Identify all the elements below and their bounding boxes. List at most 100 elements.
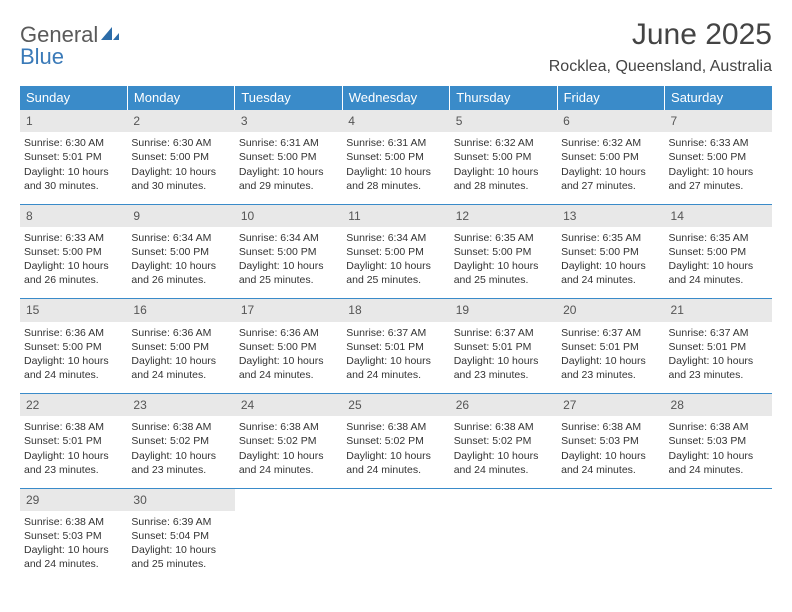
brand-text: General Blue bbox=[20, 24, 120, 68]
daylight-text: Daylight: 10 hours and 30 minutes. bbox=[24, 165, 123, 193]
sunset-text: Sunset: 5:01 PM bbox=[346, 340, 445, 354]
sunrise-text: Sunrise: 6:35 AM bbox=[669, 231, 768, 245]
daylight-text: Daylight: 10 hours and 26 minutes. bbox=[131, 259, 230, 287]
sunrise-text: Sunrise: 6:32 AM bbox=[454, 136, 553, 150]
daylight-text: Daylight: 10 hours and 28 minutes. bbox=[346, 165, 445, 193]
sunrise-text: Sunrise: 6:36 AM bbox=[239, 326, 338, 340]
day-content-cell: Sunrise: 6:34 AMSunset: 5:00 PMDaylight:… bbox=[235, 227, 342, 299]
daylight-text: Daylight: 10 hours and 27 minutes. bbox=[561, 165, 660, 193]
day-content-row: Sunrise: 6:36 AM Sunset: 5:00 PM Daylight:… bbox=[20, 322, 772, 394]
daylight-text: Daylight: 10 hours and 24 minutes. bbox=[239, 354, 338, 382]
daylight-text: Daylight: 10 hours and 24 minutes. bbox=[454, 449, 553, 477]
daylight-text: Daylight: 10 hours and 25 minutes. bbox=[239, 259, 338, 287]
day-content-cell: Sunrise: 6:31 AMSunset: 5:00 PMDaylight:… bbox=[235, 132, 342, 204]
daylight-text: Daylight: 10 hours and 24 minutes. bbox=[669, 449, 768, 477]
sunset-text: Sunset: 5:00 PM bbox=[239, 245, 338, 259]
sunrise-text: Sunrise: 6:37 AM bbox=[454, 326, 553, 340]
day-number-cell: 6 bbox=[557, 110, 664, 133]
day-number-cell: 23 bbox=[127, 394, 234, 417]
weekday-header: Monday bbox=[127, 86, 234, 110]
day-content-cell bbox=[342, 511, 449, 583]
day-content-cell: Sunrise: 6:35 AMSunset: 5:00 PMDaylight:… bbox=[665, 227, 772, 299]
day-content-cell bbox=[235, 511, 342, 583]
day-number-cell bbox=[342, 488, 449, 511]
sunrise-text: Sunrise: 6:39 AM bbox=[131, 515, 230, 529]
day-content-cell: Sunrise: 6:38 AMSunset: 5:01 PMDaylight:… bbox=[20, 416, 127, 488]
sunrise-text: Sunrise: 6:38 AM bbox=[454, 420, 553, 434]
day-number-cell: 12 bbox=[450, 204, 557, 227]
day-content-cell: Sunrise: 6:36 AMSunset: 5:00 PMDaylight:… bbox=[235, 322, 342, 394]
sunset-text: Sunset: 5:02 PM bbox=[346, 434, 445, 448]
weekday-header: Friday bbox=[557, 86, 664, 110]
sunrise-text: Sunrise: 6:34 AM bbox=[346, 231, 445, 245]
sunrise-text: Sunrise: 6:37 AM bbox=[346, 326, 445, 340]
sunrise-text: Sunrise: 6:38 AM bbox=[239, 420, 338, 434]
title-block: June 2025 Rocklea, Queensland, Australia bbox=[549, 18, 772, 76]
sunset-text: Sunset: 5:04 PM bbox=[131, 529, 230, 543]
day-content-cell: Sunrise: 6:36 AMSunset: 5:00 PMDaylight:… bbox=[20, 322, 127, 394]
sunset-text: Sunset: 5:00 PM bbox=[346, 150, 445, 164]
daylight-text: Daylight: 10 hours and 24 minutes. bbox=[346, 354, 445, 382]
day-content-cell: Sunrise: 6:30 AMSunset: 5:01 PMDaylight:… bbox=[20, 132, 127, 204]
daylight-text: Daylight: 10 hours and 24 minutes. bbox=[24, 354, 123, 382]
sunrise-text: Sunrise: 6:33 AM bbox=[24, 231, 123, 245]
day-content-cell bbox=[665, 511, 772, 583]
day-number-cell: 21 bbox=[665, 299, 772, 322]
day-number-cell: 2 bbox=[127, 110, 234, 133]
day-number-cell: 5 bbox=[450, 110, 557, 133]
sunrise-text: Sunrise: 6:38 AM bbox=[24, 515, 123, 529]
day-content-cell: Sunrise: 6:31 AMSunset: 5:00 PMDaylight:… bbox=[342, 132, 449, 204]
day-number-cell: 9 bbox=[127, 204, 234, 227]
sunset-text: Sunset: 5:01 PM bbox=[561, 340, 660, 354]
day-number-cell: 10 bbox=[235, 204, 342, 227]
day-number-cell: 1 bbox=[20, 110, 127, 133]
day-number-cell: 18 bbox=[342, 299, 449, 322]
day-content-cell: Sunrise: 6:38 AMSunset: 5:03 PMDaylight:… bbox=[665, 416, 772, 488]
day-content-cell: Sunrise: 6:35 AMSunset: 5:00 PMDaylight:… bbox=[557, 227, 664, 299]
day-content-cell: Sunrise: 6:38 AMSunset: 5:02 PMDaylight:… bbox=[450, 416, 557, 488]
day-content-cell: Sunrise: 6:32 AMSunset: 5:00 PMDaylight:… bbox=[557, 132, 664, 204]
sunrise-text: Sunrise: 6:31 AM bbox=[239, 136, 338, 150]
weekday-header: Saturday bbox=[665, 86, 772, 110]
sunset-text: Sunset: 5:02 PM bbox=[131, 434, 230, 448]
header: General Blue June 2025 Rocklea, Queensla… bbox=[20, 18, 772, 76]
day-content-cell: Sunrise: 6:38 AMSunset: 5:03 PMDaylight:… bbox=[20, 511, 127, 583]
weekday-header: Tuesday bbox=[235, 86, 342, 110]
day-number-cell: 29 bbox=[20, 488, 127, 511]
sunset-text: Sunset: 5:00 PM bbox=[669, 245, 768, 259]
daylight-text: Daylight: 10 hours and 26 minutes. bbox=[24, 259, 123, 287]
sunset-text: Sunset: 5:00 PM bbox=[131, 340, 230, 354]
sunset-text: Sunset: 5:00 PM bbox=[454, 245, 553, 259]
sunrise-text: Sunrise: 6:38 AM bbox=[131, 420, 230, 434]
day-number-cell: 7 bbox=[665, 110, 772, 133]
sunrise-text: Sunrise: 6:30 AM bbox=[131, 136, 230, 150]
daylight-text: Daylight: 10 hours and 23 minutes. bbox=[131, 449, 230, 477]
day-number-cell bbox=[450, 488, 557, 511]
day-number-cell: 19 bbox=[450, 299, 557, 322]
day-content-row: Sunrise: 6:38 AMSunset: 5:01 PMDaylight:… bbox=[20, 416, 772, 488]
sunset-text: Sunset: 5:01 PM bbox=[454, 340, 553, 354]
daylight-text: Daylight: 10 hours and 29 minutes. bbox=[239, 165, 338, 193]
day-content-cell: Sunrise: 6:39 AMSunset: 5:04 PMDaylight:… bbox=[127, 511, 234, 583]
daylight-text: Daylight: 10 hours and 24 minutes. bbox=[239, 449, 338, 477]
day-number-cell: 14 bbox=[665, 204, 772, 227]
day-content-cell: Sunrise: 6:38 AMSunset: 5:02 PMDaylight:… bbox=[127, 416, 234, 488]
sunset-text: Sunset: 5:00 PM bbox=[669, 150, 768, 164]
day-content-cell: Sunrise: 6:37 AMSunset: 5:01 PMDaylight:… bbox=[450, 322, 557, 394]
sunrise-text: Sunrise: 6:37 AM bbox=[669, 326, 768, 340]
day-number-cell: 17 bbox=[235, 299, 342, 322]
sunrise-text: Sunrise: 6:34 AM bbox=[131, 231, 230, 245]
day-content-cell: Sunrise: 6:35 AMSunset: 5:00 PMDaylight:… bbox=[450, 227, 557, 299]
day-content-cell: Sunrise: 6:34 AMSunset: 5:00 PMDaylight:… bbox=[127, 227, 234, 299]
day-number-row: 891011121314 bbox=[20, 204, 772, 227]
sunrise-text: Sunrise: 6:38 AM bbox=[24, 420, 123, 434]
sunrise-text: Sunrise: 6:33 AM bbox=[669, 136, 768, 150]
sunrise-text: Sunrise: 6:35 AM bbox=[561, 231, 660, 245]
sunrise-text: Sunrise: 6:38 AM bbox=[669, 420, 768, 434]
daylight-text: Daylight: 10 hours and 24 minutes. bbox=[561, 259, 660, 287]
day-number-cell: 15 bbox=[20, 299, 127, 322]
daylight-text: Daylight: 10 hours and 24 minutes. bbox=[24, 543, 123, 571]
calendar-table: Sunday Monday Tuesday Wednesday Thursday… bbox=[20, 86, 772, 583]
daylight-text: Daylight: 10 hours and 27 minutes. bbox=[669, 165, 768, 193]
month-title: June 2025 bbox=[549, 18, 772, 52]
